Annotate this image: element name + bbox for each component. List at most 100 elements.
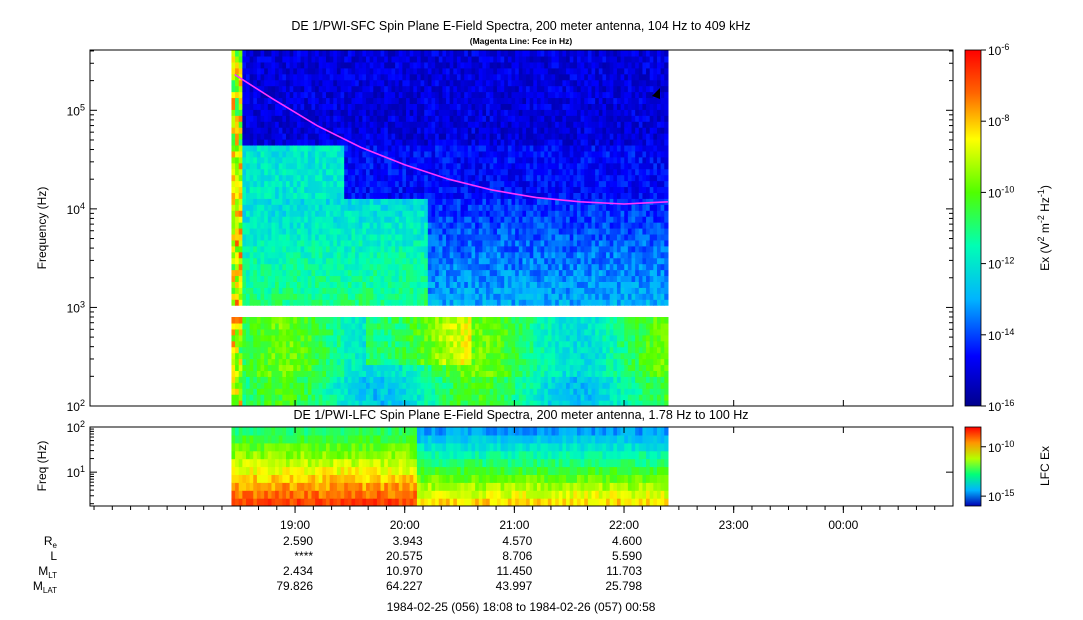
sfc-cell (275, 394, 280, 401)
sfc-cell (271, 370, 276, 377)
sfc-cell (362, 293, 367, 300)
sfc-cell (391, 127, 396, 134)
sfc-cell (300, 317, 305, 324)
sfc-cell (238, 61, 243, 69)
sfc-cell (271, 328, 276, 336)
sfc-cell (504, 156, 509, 164)
sfc-cell (518, 299, 524, 306)
sfc-cell (496, 139, 502, 146)
sfc-cell (278, 400, 283, 406)
sfc-cell (373, 251, 378, 259)
sfc-cell (416, 156, 422, 164)
sfc-cell (231, 317, 236, 324)
sfc-cell (409, 109, 414, 116)
sfc-cell (416, 115, 422, 122)
sfc-cell (486, 400, 491, 406)
sfc-cell (376, 180, 382, 188)
sfc-cell (329, 281, 334, 288)
sfc-cell (431, 61, 436, 69)
sfc-cell (347, 168, 353, 176)
sfc-cell (438, 50, 443, 57)
sfc-cell (522, 216, 527, 223)
sfc-cell (467, 162, 473, 170)
sfc-cell (540, 73, 545, 81)
sfc-cell (289, 340, 294, 348)
sfc-cell (424, 67, 429, 75)
sfc-cell (253, 115, 258, 122)
sfc-cell (362, 251, 367, 259)
sfc-cell (409, 150, 414, 158)
sfc-cell (347, 328, 353, 336)
sfc-cell (264, 127, 269, 134)
sfc-cell (340, 162, 345, 170)
sfc-cell (518, 281, 524, 288)
sfc-cell (511, 394, 516, 401)
sfc-cell (249, 370, 254, 377)
sfc-cell (467, 133, 473, 140)
sfc-cell (256, 139, 262, 146)
sfc-cell (282, 382, 287, 389)
sfc-cell (442, 263, 447, 271)
sfc-cell (529, 61, 534, 69)
sfc-cell (435, 192, 440, 199)
sfc-cell (540, 198, 545, 205)
sfc-cell (515, 293, 520, 300)
sfc-cell (380, 133, 385, 140)
sfc-cell (424, 233, 429, 241)
sfc-cell (282, 50, 287, 57)
sfc-cell (362, 192, 367, 199)
sfc-cell (398, 144, 403, 152)
sfc-cell (449, 162, 454, 170)
sfc-cell (464, 133, 469, 140)
sfc-cell (449, 192, 454, 199)
sfc-cell (271, 73, 276, 81)
sfc-cell (369, 144, 374, 152)
sfc-cell (318, 370, 323, 377)
sfc-cell (333, 257, 338, 265)
sfc-cell (289, 174, 294, 182)
sfc-cell (275, 358, 280, 366)
sfc-cell (489, 50, 494, 57)
sfc-cell (376, 222, 382, 229)
sfc-cell (307, 239, 313, 247)
sfc-cell (282, 85, 287, 93)
sfc-cell (460, 50, 465, 57)
sfc-cell (416, 394, 422, 401)
sfc-cell (489, 127, 494, 134)
sfc-cell (362, 322, 367, 330)
sfc-cell (347, 174, 353, 182)
sfc-cell (402, 85, 407, 93)
sfc-cell (384, 222, 389, 229)
sfc-cell (373, 222, 378, 229)
sfc-cell (424, 156, 429, 164)
sfc-cell (478, 400, 484, 406)
sfc-cell (515, 382, 520, 389)
sfc-cell (362, 269, 367, 277)
sfc-cell (391, 210, 396, 217)
sfc-cell (500, 346, 505, 354)
sfc-cell (376, 210, 382, 217)
sfc-cell (300, 156, 305, 164)
sfc-cell (267, 245, 273, 253)
sfc-cell (449, 263, 454, 271)
sfc-cell (493, 210, 498, 217)
sfc-cell (369, 257, 374, 265)
sfc-cell (493, 263, 498, 271)
sfc-cell (464, 168, 469, 176)
sfc-cell (446, 216, 451, 223)
sfc-cell (489, 388, 494, 395)
sfc-cell (511, 109, 516, 116)
sfc-cell (442, 133, 447, 140)
sfc-cell (260, 204, 265, 211)
sfc-cell (406, 228, 411, 235)
sfc-cell (507, 127, 513, 134)
sfc-cell (424, 382, 429, 389)
sfc-cell (460, 144, 465, 152)
sfc-cell (315, 400, 320, 406)
sfc-cell (416, 233, 422, 241)
sfc-cell (231, 263, 236, 271)
sfc-cell (347, 251, 353, 259)
sfc-cell (278, 156, 283, 164)
sfc-cell (427, 334, 433, 342)
sfc-panel-title: DE 1/PWI-SFC Spin Plane E-Field Spectra,… (291, 19, 750, 33)
